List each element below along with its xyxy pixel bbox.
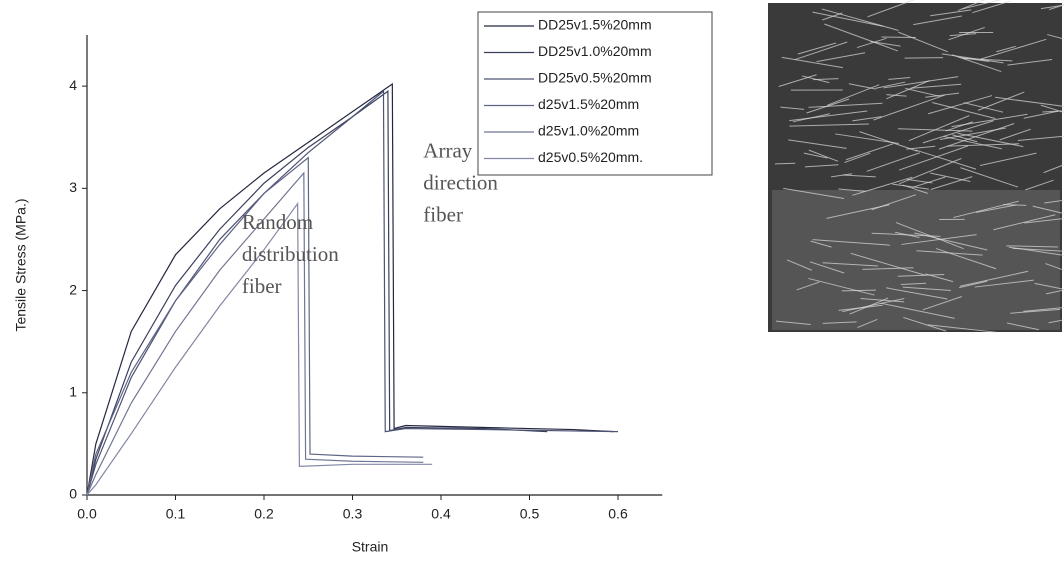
annotation: Array [423, 138, 472, 162]
x-tick-label: 0.5 [520, 506, 540, 522]
legend-label: DD25v0.5%20mm [538, 70, 652, 86]
x-tick-label: 0.3 [343, 506, 363, 522]
legend-label: DD25v1.5%20mm [538, 17, 652, 33]
x-tick-label: 0.0 [77, 506, 97, 522]
y-tick-label: 2 [69, 281, 77, 297]
fiber [775, 163, 795, 164]
photo [768, 0, 1064, 332]
legend-label: d25v1.5%20mm [538, 96, 639, 112]
page: Strain Tensile Stress (MPa.) 0.0 0.1 0.2 0.… [0, 0, 1064, 562]
legend-label: d25v1.0%20mm [538, 123, 639, 139]
x-tick-label: 0.1 [166, 506, 186, 522]
legend-label: DD25v1.0%20mm [538, 43, 652, 59]
annotation: fiber [423, 202, 463, 226]
y-axis-label: Tensile Stress (MPa.) [13, 198, 29, 331]
x-tick-label: 0.4 [431, 506, 451, 522]
annotation: fiber [242, 274, 282, 298]
fiber [905, 58, 944, 59]
chart: Strain Tensile Stress (MPa.) 0.0 0.1 0.2 0.… [0, 0, 1064, 562]
y-tick-label: 3 [69, 179, 77, 195]
photo-lower [772, 190, 1060, 330]
annotation: Random [242, 210, 313, 234]
x-axis-label: Strain [352, 539, 389, 555]
legend-label: d25v0.5%20mm. [538, 149, 643, 165]
fiber [881, 37, 915, 38]
x-tick-label: 0.2 [254, 506, 274, 522]
series-line [87, 158, 423, 495]
y-tick-label: 4 [69, 77, 77, 93]
y-tick-label: 0 [69, 486, 77, 502]
x-tick-label: 0.6 [608, 506, 628, 522]
annotation: distribution [242, 242, 339, 266]
y-tick-label: 1 [69, 383, 77, 399]
